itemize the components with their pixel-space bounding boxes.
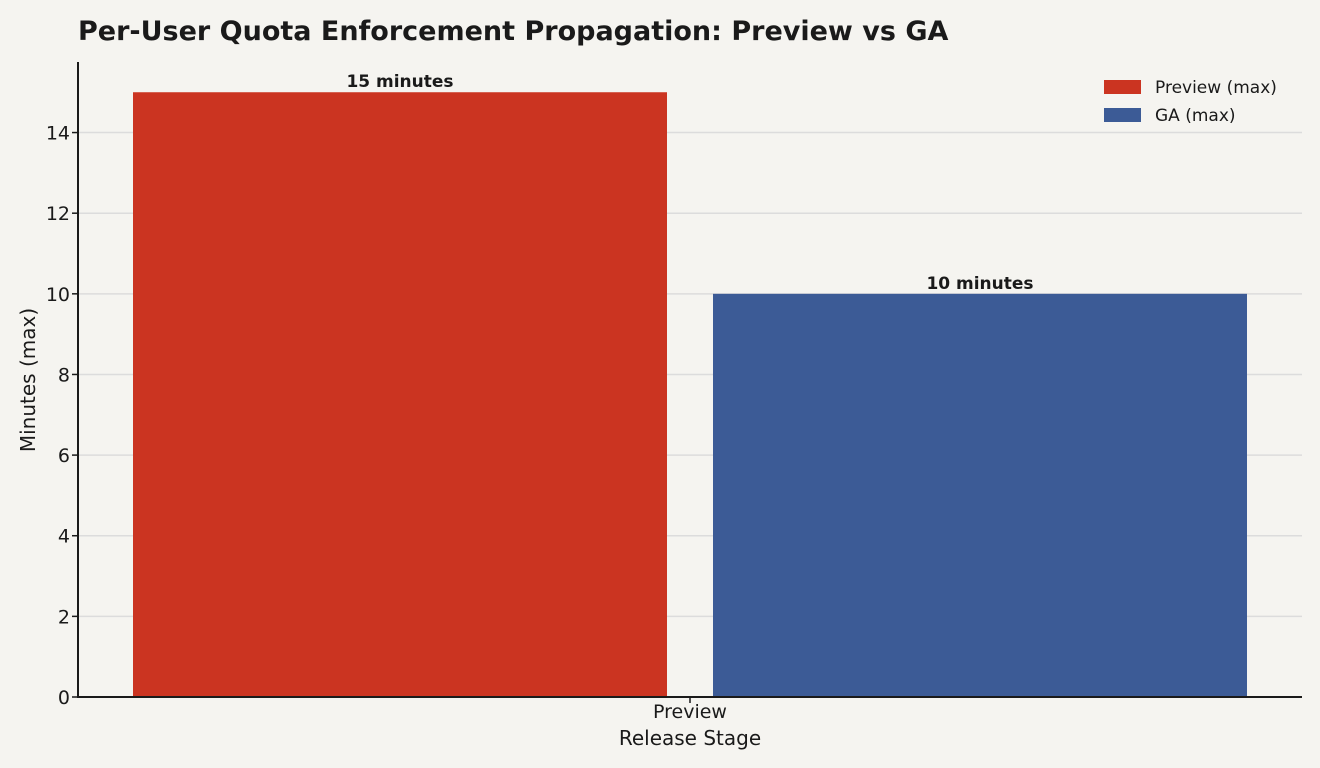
y-tick-label: 0 (58, 687, 70, 709)
bar-preview-max (133, 92, 667, 697)
y-tick-label: 4 (58, 526, 70, 548)
y-axis-label: Minutes (max) (16, 308, 40, 452)
y-tick-label: 8 (58, 364, 70, 386)
chart-title: Per-User Quota Enforcement Propagation: … (78, 16, 948, 47)
bar-ga-max (713, 293, 1247, 697)
legend-swatch (1104, 80, 1141, 94)
y-tick-label: 14 (46, 123, 70, 145)
legend-label: GA (max) (1155, 106, 1236, 126)
y-tick-label: 6 (58, 445, 70, 467)
legend-swatch (1104, 108, 1141, 122)
bar-group (133, 92, 1247, 697)
x-axis-label: Release Stage (619, 726, 761, 750)
y-tick-label: 12 (46, 203, 70, 225)
y-tick-label: 10 (46, 284, 70, 306)
y-axis-ticks: 0 2 4 6 8 10 12 14 (46, 123, 78, 709)
legend-label: Preview (max) (1155, 78, 1277, 98)
x-axis-ticks: Preview (653, 697, 727, 723)
legend: Preview (max) GA (max) (1104, 78, 1277, 126)
y-tick-label: 2 (58, 606, 70, 628)
x-tick-label: Preview (653, 701, 727, 723)
bar-value-label: 10 minutes (926, 274, 1033, 294)
data-labels: 15 minutes 10 minutes (346, 72, 1033, 294)
bar-value-label: 15 minutes (346, 72, 453, 92)
